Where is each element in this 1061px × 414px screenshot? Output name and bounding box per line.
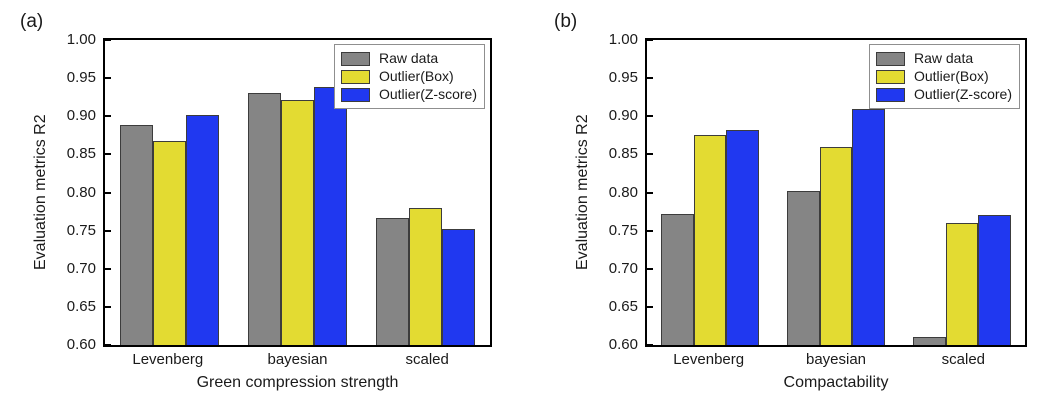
legend-swatch bbox=[875, 69, 905, 84]
y-tick-label: 0.90 bbox=[608, 107, 638, 125]
x-tick-label: bayesian bbox=[805, 351, 867, 368]
legend-swatch bbox=[875, 87, 905, 102]
bars bbox=[647, 40, 1025, 345]
bar-scaled-raw-data bbox=[913, 337, 946, 345]
y-tick-mark bbox=[647, 77, 653, 80]
panel-label-b: (b) bbox=[554, 11, 578, 32]
bar-bayesian-outlier-box bbox=[819, 146, 853, 345]
bar-bayesian-raw-data bbox=[247, 93, 281, 345]
bar-levenberg-raw-data bbox=[661, 213, 694, 345]
bar-scaled-outlier-box bbox=[945, 223, 979, 345]
y-tick-mark bbox=[105, 77, 111, 80]
y-tick-label: 0.60 bbox=[66, 336, 96, 353]
y-tick-label: 0.75 bbox=[66, 221, 96, 239]
y-tick-mark bbox=[647, 344, 653, 346]
y-tick-mark bbox=[105, 229, 111, 232]
y-tick-mark bbox=[105, 267, 111, 270]
legend-swatch bbox=[875, 51, 905, 66]
legend: Raw data Outlier(Box) Outlier(Z-score) bbox=[868, 44, 1020, 109]
y-tick-label: 0.85 bbox=[608, 145, 638, 163]
x-tick-label: Levenberg bbox=[132, 351, 204, 368]
bar-scaled-raw-data bbox=[376, 218, 410, 345]
legend-label: Raw data bbox=[378, 50, 439, 66]
y-tick-mark bbox=[105, 39, 111, 41]
y-tick-label: 1.00 bbox=[608, 31, 638, 48]
y-tick-label: 0.65 bbox=[608, 297, 638, 315]
bar-levenberg-outlier-box bbox=[152, 141, 186, 345]
legend-label: Outlier(Z-score) bbox=[378, 86, 477, 102]
x-tick-label: scaled bbox=[405, 351, 449, 368]
bar-bayesian-outlier-z-score bbox=[314, 87, 348, 345]
y-axis-title: Evaluation metrics R2 bbox=[574, 114, 591, 271]
bar-scaled-outlier-z-score bbox=[978, 215, 1011, 345]
bar-bayesian-outlier-z-score bbox=[852, 108, 885, 345]
bar-levenberg-outlier-z-score bbox=[185, 114, 219, 345]
bar-levenberg-outlier-z-score bbox=[726, 129, 759, 345]
y-tick-label: 0.70 bbox=[66, 259, 96, 277]
y-tick-mark bbox=[647, 229, 653, 232]
bar-bayesian-raw-data bbox=[787, 190, 820, 345]
bars bbox=[105, 40, 490, 345]
y-tick-mark bbox=[105, 153, 111, 156]
x-tick-label: scaled bbox=[941, 351, 986, 368]
bar-scaled-outlier-box bbox=[409, 207, 443, 345]
y-tick-mark bbox=[647, 305, 653, 308]
y-tick-label: 0.95 bbox=[608, 69, 638, 87]
legend-swatch bbox=[340, 87, 370, 102]
y-tick-mark bbox=[647, 39, 653, 41]
legend-label: Outlier(Z-score) bbox=[913, 86, 1012, 102]
y-tick-mark bbox=[647, 115, 653, 118]
legend-label: Outlier(Box) bbox=[913, 68, 989, 84]
y-tick-label: 0.80 bbox=[66, 183, 96, 201]
panel-a: (a) Evaluation metrics R2 1.00 0.95 0.90 0.… bbox=[0, 0, 530, 414]
y-tick-label: 0.90 bbox=[66, 107, 96, 125]
y-tick-mark bbox=[647, 153, 653, 156]
legend-swatch bbox=[340, 69, 370, 84]
y-tick-mark bbox=[105, 344, 111, 346]
panel-label-a: (a) bbox=[20, 11, 44, 32]
x-tick-label: Levenberg bbox=[673, 351, 745, 368]
y-axis-title: Evaluation metrics R2 bbox=[32, 114, 49, 271]
x-tick-labels: Levenberg bayesian scaled bbox=[103, 351, 492, 371]
y-tick-label: 1.00 bbox=[66, 31, 96, 48]
x-axis-title: Green compression strength bbox=[196, 374, 399, 391]
y-tick-mark bbox=[647, 267, 653, 270]
y-tick-label: 0.95 bbox=[66, 69, 96, 87]
legend: Raw data Outlier(Box) Outlier(Z-score) bbox=[333, 44, 485, 109]
y-tick-label: 0.80 bbox=[608, 183, 638, 201]
y-tick-mark bbox=[105, 115, 111, 118]
y-tick-mark bbox=[647, 191, 653, 194]
legend-label: Outlier(Box) bbox=[378, 68, 454, 84]
x-tick-labels: Levenberg bayesian scaled bbox=[645, 351, 1027, 371]
legend-row: Raw data bbox=[340, 50, 477, 67]
plot-area: 1.00 0.95 0.90 0.85 0.80 0.75 0.70 0.65 0.60 Raw… bbox=[609, 32, 1027, 353]
panel-b: (b) Evaluation metrics R2 1.00 0.95 0.90 0.… bbox=[530, 0, 1061, 414]
y-tick-label: 0.65 bbox=[66, 297, 96, 315]
y-tick-label: 0.60 bbox=[608, 336, 638, 353]
y-tick-label: 0.75 bbox=[608, 221, 638, 239]
x-tick-label: bayesian bbox=[267, 351, 328, 368]
bar-levenberg-outlier-box bbox=[693, 135, 727, 345]
legend-row: Outlier(Z-score) bbox=[875, 86, 1012, 103]
legend-row: Outlier(Z-score) bbox=[340, 86, 477, 103]
bar-bayesian-outlier-box bbox=[280, 100, 315, 345]
legend-row: Raw data bbox=[875, 50, 1012, 67]
y-tick-mark bbox=[105, 305, 111, 308]
legend-label: Raw data bbox=[913, 50, 974, 66]
x-axis-title: Compactability bbox=[783, 374, 889, 391]
plot-area: 1.00 0.95 0.90 0.85 0.80 0.75 0.70 0.65 0.60 Raw… bbox=[67, 32, 492, 353]
bar-levenberg-raw-data bbox=[119, 125, 153, 345]
legend-swatch bbox=[340, 51, 370, 66]
y-tick-label: 0.70 bbox=[608, 259, 638, 277]
bar-scaled-outlier-z-score bbox=[442, 229, 476, 345]
y-tick-label: 0.85 bbox=[66, 145, 96, 163]
legend-row: Outlier(Box) bbox=[875, 68, 1012, 85]
y-tick-mark bbox=[105, 191, 111, 194]
legend-row: Outlier(Box) bbox=[340, 68, 477, 85]
